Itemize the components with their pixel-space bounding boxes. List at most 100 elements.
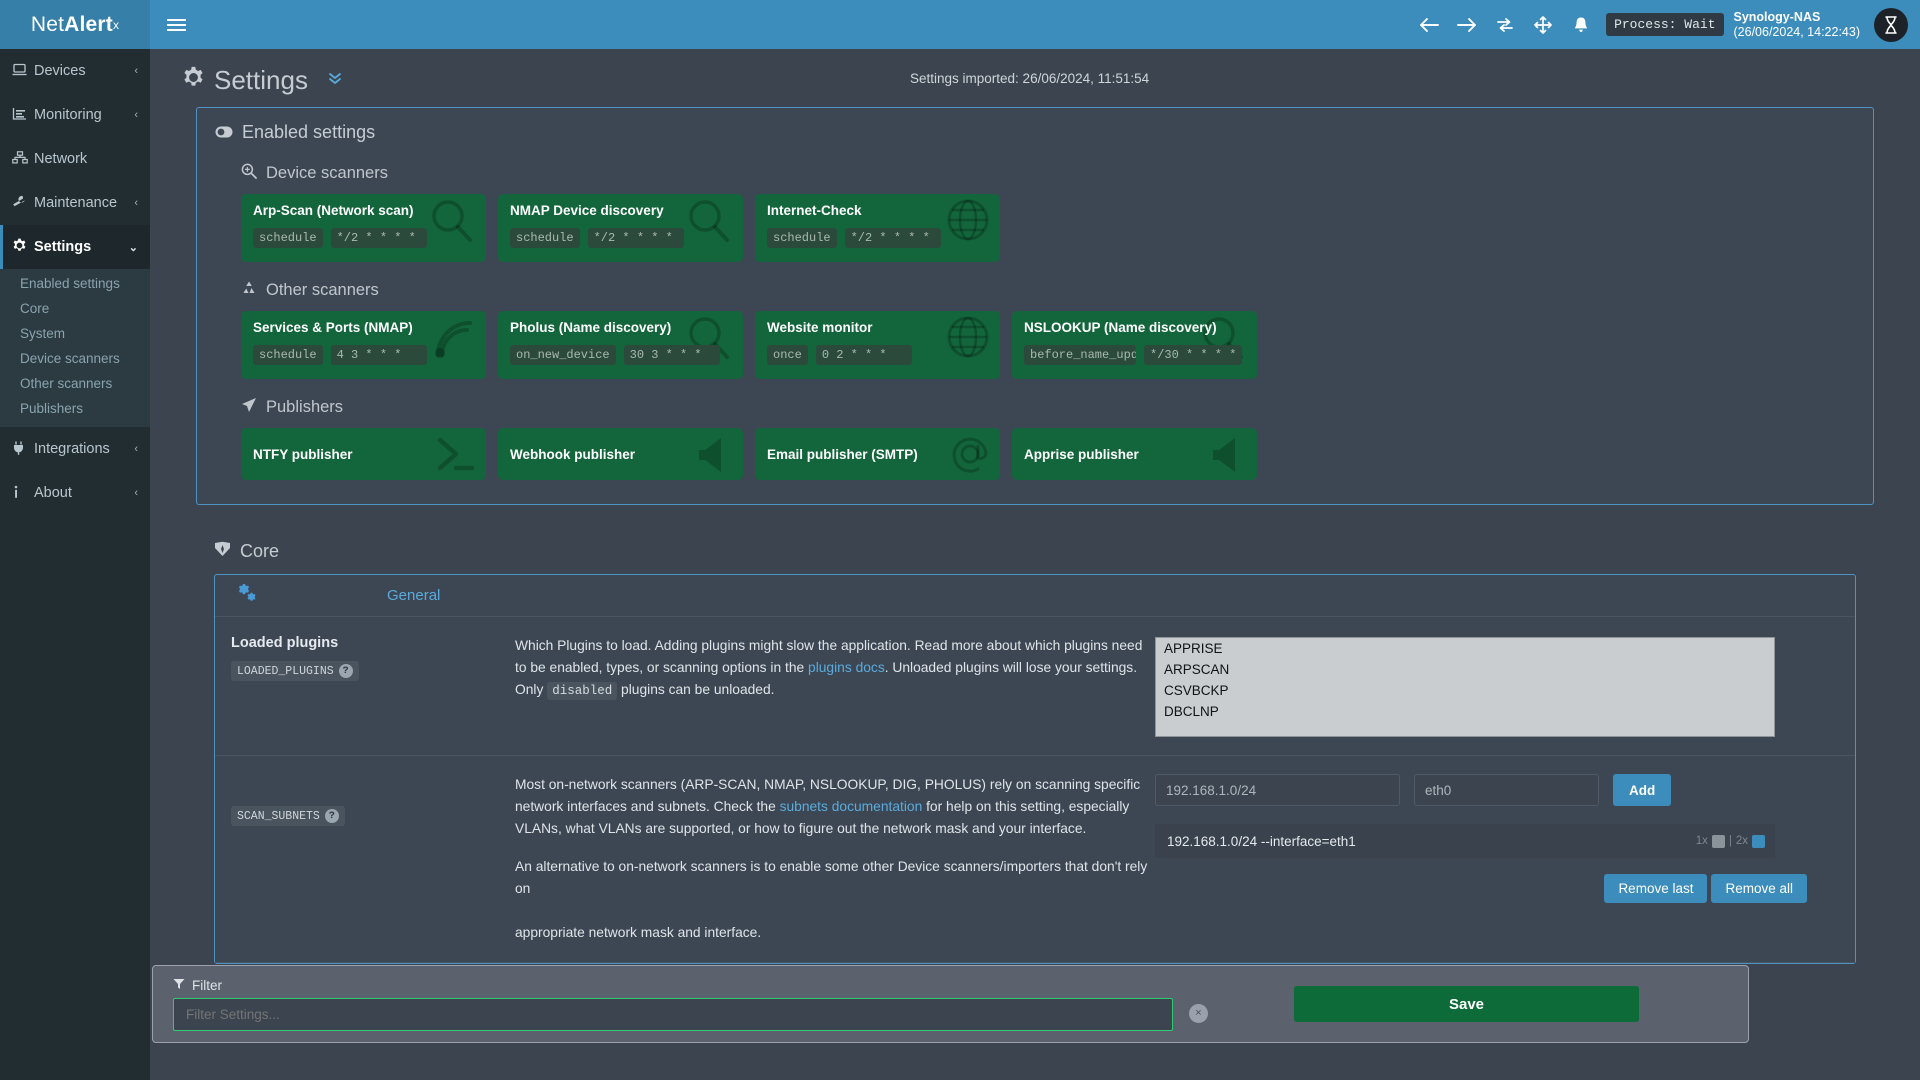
card-chip-key: schedule [510, 228, 580, 248]
card-apprise-publisher[interactable]: Apprise publisher [1012, 428, 1257, 480]
card-pholus-name-discovery[interactable]: Pholus (Name discovery) on_new_device 30… [498, 311, 743, 379]
wifi-icon [428, 313, 478, 371]
menu-toggle-icon[interactable] [150, 0, 202, 49]
remove-last-button[interactable]: Remove last [1604, 874, 1708, 903]
setting-row-scan-subnets: SCAN_SUBNETS ? Most on-network scanners … [215, 756, 1855, 963]
subnet-entry-text: 192.168.1.0/24 --interface=eth1 [1167, 833, 1356, 849]
setting-key-badge: SCAN_SUBNETS ? [231, 806, 345, 826]
subnet-list-item[interactable]: 192.168.1.0/24 --interface=eth1 1x | 2x [1155, 824, 1775, 858]
card-services-ports-nmap[interactable]: Services & Ports (NMAP) schedule 4 3 * *… [241, 311, 486, 379]
duplicate-icon[interactable] [1752, 834, 1765, 848]
publishers-heading-text: Publishers [266, 398, 344, 416]
sidebar-item-enabled-settings[interactable]: Enabled settings [20, 276, 120, 291]
card-chips: schedule */2 * * * * [510, 228, 731, 248]
sidebar-label-settings: Settings [34, 239, 92, 255]
info-icon [12, 485, 34, 502]
refresh-icon[interactable] [1486, 0, 1524, 49]
filter-clear-icon[interactable]: × [1189, 1003, 1208, 1023]
sidebar-item-about[interactable]: About ‹ [0, 471, 150, 515]
plugin-option-csvbckp[interactable]: CSVBCKP [1164, 683, 1229, 698]
settings-imported-text: Settings imported: 26/06/2024, 11:51:54 [910, 71, 1150, 86]
setting-description: Most on-network scanners (ARP-SCAN, NMAP… [515, 774, 1155, 944]
tab-general[interactable]: General [387, 587, 441, 604]
card-website-monitor[interactable]: Website monitor once 0 2 * * * [755, 311, 1000, 379]
card-title: Webhook publisher [510, 446, 636, 462]
other-scanners-heading: Other scanners [197, 266, 1873, 311]
plugin-option-apprise[interactable]: APPRISE [1164, 641, 1223, 656]
setting-label-block: SCAN_SUBNETS ? [215, 774, 515, 944]
plugins-docs-link[interactable]: plugins docs [808, 660, 885, 675]
plugin-option-dbclnp[interactable]: DBCLNP [1164, 704, 1219, 719]
sidebar-item-other-scanners[interactable]: Other scanners [20, 376, 113, 391]
plugin-option-arpscan[interactable]: ARPSCAN [1164, 662, 1230, 677]
card-chips: schedule */2 * * * * [253, 228, 474, 248]
sidebar-item-monitoring[interactable]: Monitoring ‹ [0, 93, 150, 137]
shield-icon [214, 541, 231, 562]
card-email-publisher-smtp[interactable]: Email publisher (SMTP) [755, 428, 1000, 480]
card-chips: schedule 4 3 * * * [253, 345, 474, 365]
setting-description: Which Plugins to load. Adding plugins mi… [515, 635, 1155, 737]
card-chip-value: */30 * * * * [1144, 345, 1243, 365]
sidebar-item-devices[interactable]: Devices ‹ [0, 49, 150, 93]
core-tabbar: General [215, 575, 1855, 617]
sidebar-item-integrations[interactable]: Integrations ‹ [0, 427, 150, 471]
search-plus-icon [241, 163, 257, 184]
card-chip-key: once [767, 345, 808, 365]
setting-key-text: LOADED_PLUGINS [237, 664, 334, 678]
subnet-interface-input[interactable]: eth0 [1414, 774, 1599, 806]
bell-icon[interactable] [1562, 0, 1600, 49]
card-webhook-publisher[interactable]: Webhook publisher [498, 428, 743, 480]
edit-icon[interactable] [1711, 834, 1725, 848]
setting-label-block: Loaded plugins LOADED_PLUGINS ? [215, 635, 515, 737]
card-nslookup-name-discovery[interactable]: NSLOOKUP (Name discovery) before_name_up… [1012, 311, 1257, 379]
chevron-double-down-icon[interactable] [327, 70, 343, 91]
card-title: NTFY publisher [253, 446, 353, 462]
loaded-plugins-listbox[interactable]: APPRISE ARPSCAN CSVBCKP DBCLNP [1155, 637, 1775, 737]
remove-all-button[interactable]: Remove all [1711, 874, 1807, 903]
move-icon[interactable] [1524, 0, 1562, 49]
sidebar-item-maintenance[interactable]: Maintenance ‹ [0, 181, 150, 225]
save-button[interactable]: Save [1294, 986, 1639, 1022]
sidebar-item-publishers[interactable]: Publishers [20, 401, 84, 416]
desc-part-2: . Unloaded plugins will lose your settin… [515, 660, 1138, 697]
chart-icon [12, 107, 34, 123]
filter-label: Filter [173, 978, 1173, 993]
desc-part-2: for help on this setting, especially VLA… [515, 799, 1130, 836]
avatar[interactable] [1874, 7, 1908, 42]
subnets-documentation-link[interactable]: subnets documentation [779, 799, 923, 814]
sidebar-item-device-scanners[interactable]: Device scanners [20, 351, 120, 366]
chevron-left-icon: ‹ [134, 197, 138, 209]
card-arp-scan[interactable]: Arp-Scan (Network scan) schedule */2 * *… [241, 194, 486, 262]
host-time: (26/06/2024, 14:22:43) [1733, 24, 1861, 39]
help-icon[interactable]: ? [324, 809, 339, 823]
add-subnet-button[interactable]: Add [1613, 774, 1672, 806]
card-title: Services & Ports (NMAP) [253, 320, 413, 335]
sidebar-item-network[interactable]: Network [0, 137, 150, 181]
recycle-icon [241, 280, 257, 301]
sidebar-item-system[interactable]: System [20, 326, 66, 341]
desc-part-1: Most on-network scanners (ARP-SCAN, NMAP… [515, 777, 1141, 814]
card-title: Pholus (Name discovery) [510, 320, 672, 335]
sidebar-label-about: About [34, 485, 72, 501]
subnet-2x-label: 2x [1735, 835, 1748, 847]
sidebar-item-core[interactable]: Core [20, 301, 50, 316]
app-logo[interactable]: Net Alert x [0, 0, 150, 49]
back-arrow-icon[interactable] [1410, 0, 1448, 49]
card-nmap-device-discovery[interactable]: NMAP Device discovery schedule */2 * * *… [498, 194, 743, 262]
sidebar-item-settings[interactable]: Settings ⌄ [0, 225, 150, 269]
card-chip-value: */2 * * * * [587, 228, 684, 248]
core-heading: Core [196, 527, 1874, 568]
card-internet-check[interactable]: Internet-Check schedule */2 * * * * [755, 194, 1000, 262]
core-heading-text: Core [240, 541, 280, 561]
subnet-cidr-input[interactable]: 192.168.1.0/24 [1155, 774, 1400, 806]
card-title: Apprise publisher [1024, 446, 1139, 462]
setting-control: APPRISE ARPSCAN CSVBCKP DBCLNP [1155, 635, 1855, 737]
desc-extra-1: An alternative to on-network scanners is… [515, 859, 1148, 896]
other-scanners-cards: Services & Ports (NMAP) schedule 4 3 * *… [197, 311, 1873, 383]
filter-left: Filter [167, 978, 1173, 1031]
forward-arrow-icon[interactable] [1448, 0, 1486, 49]
filter-input[interactable] [173, 997, 1173, 1031]
card-chip-value: */2 * * * * [330, 228, 427, 248]
help-icon[interactable]: ? [338, 664, 353, 678]
card-ntfy-publisher[interactable]: NTFY publisher [241, 428, 486, 480]
